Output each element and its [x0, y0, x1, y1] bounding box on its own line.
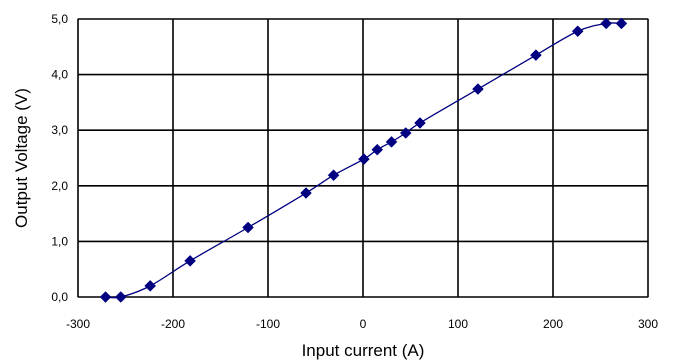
x-tick-label: 100	[448, 317, 468, 331]
x-tick-label: -300	[66, 317, 90, 331]
data-point-marker	[327, 169, 340, 182]
grid	[77, 18, 649, 298]
y-tick-label: 5,0	[51, 12, 68, 26]
x-tick-label: 0	[360, 317, 367, 331]
x-axis-title: Input current (A)	[302, 341, 425, 360]
data-point-marker	[530, 49, 542, 61]
data-point-marker	[114, 291, 127, 303]
data-point-marker	[358, 153, 370, 165]
data-point-marker	[371, 143, 384, 156]
y-tick-label: 3,0	[51, 123, 68, 137]
x-tick-label: -100	[256, 317, 280, 331]
x-tick-label: -200	[161, 317, 185, 331]
data-point-marker	[399, 127, 412, 139]
y-tick-labels: 0,0 1,0 2,0 3,0 4,0 5,0	[51, 12, 68, 304]
data-point-marker	[184, 255, 196, 267]
data-point-marker	[472, 83, 484, 95]
data-point-marker	[414, 117, 426, 129]
x-tick-label: 200	[543, 317, 563, 331]
data-point-marker	[385, 136, 398, 148]
x-tick-labels: -300 -200 -100 0 100 200 300	[66, 317, 658, 331]
series-markers	[99, 17, 628, 303]
x-tick-label: 300	[638, 317, 658, 331]
y-axis-title: Output Voltage (V)	[12, 88, 31, 228]
data-point-marker	[144, 280, 157, 292]
data-point-marker	[600, 17, 613, 30]
y-tick-label: 2,0	[51, 179, 68, 193]
data-point-marker	[300, 187, 312, 199]
y-tick-label: 1,0	[51, 234, 68, 248]
data-point-marker	[571, 25, 584, 38]
y-tick-label: 4,0	[51, 68, 68, 82]
data-point-marker	[242, 221, 254, 234]
y-tick-label: 0,0	[51, 290, 68, 304]
data-point-marker	[615, 17, 628, 30]
data-point-marker	[99, 291, 112, 303]
